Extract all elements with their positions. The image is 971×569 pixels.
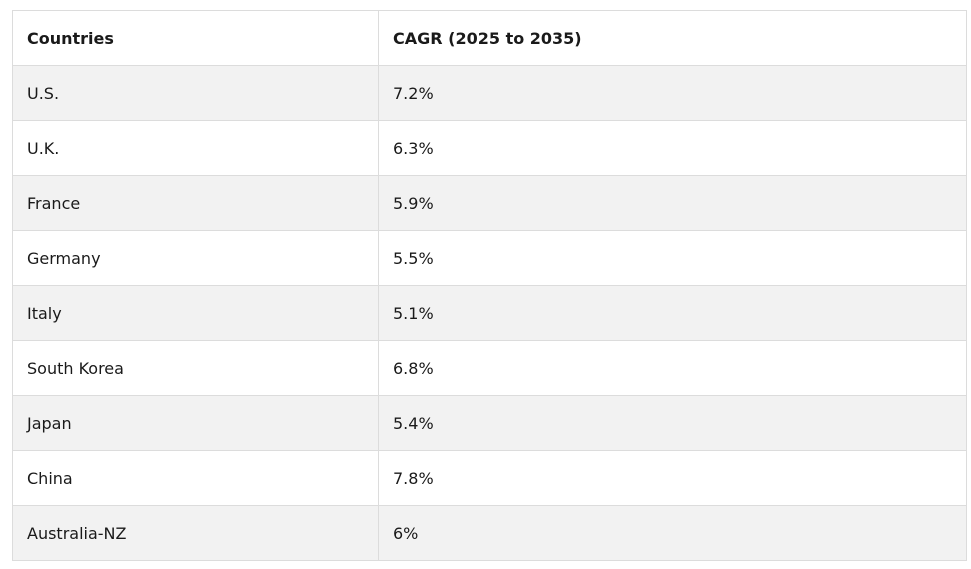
cagr-cell: 6.8%: [378, 340, 967, 396]
table-row: Germany 5.5%: [12, 230, 967, 286]
country-cell: South Korea: [12, 340, 379, 396]
country-cell: Germany: [12, 230, 379, 286]
cagr-cell: 7.8%: [378, 450, 967, 506]
country-cell: Japan: [12, 395, 379, 451]
country-cell: Italy: [12, 285, 379, 341]
header-cagr: CAGR (2025 to 2035): [378, 10, 967, 66]
table-row: Japan 5.4%: [12, 395, 967, 451]
country-cell: France: [12, 175, 379, 231]
table-row: South Korea 6.8%: [12, 340, 967, 396]
cagr-cell: 7.2%: [378, 65, 967, 121]
country-cell: U.K.: [12, 120, 379, 176]
table-row: Italy 5.1%: [12, 285, 967, 341]
table-row: Australia-NZ 6%: [12, 505, 967, 561]
cagr-table: Countries CAGR (2025 to 2035) U.S. 7.2% …: [12, 10, 967, 561]
cagr-cell: 5.4%: [378, 395, 967, 451]
header-countries: Countries: [12, 10, 379, 66]
cagr-cell: 5.5%: [378, 230, 967, 286]
cagr-cell: 6%: [378, 505, 967, 561]
table-row: China 7.8%: [12, 450, 967, 506]
country-cell: Australia-NZ: [12, 505, 379, 561]
table-row: U.K. 6.3%: [12, 120, 967, 176]
country-cell: China: [12, 450, 379, 506]
cagr-cell: 5.9%: [378, 175, 967, 231]
table-row: U.S. 7.2%: [12, 65, 967, 121]
table-row: France 5.9%: [12, 175, 967, 231]
table-header-row: Countries CAGR (2025 to 2035): [12, 10, 967, 66]
country-cell: U.S.: [12, 65, 379, 121]
cagr-cell: 5.1%: [378, 285, 967, 341]
cagr-cell: 6.3%: [378, 120, 967, 176]
